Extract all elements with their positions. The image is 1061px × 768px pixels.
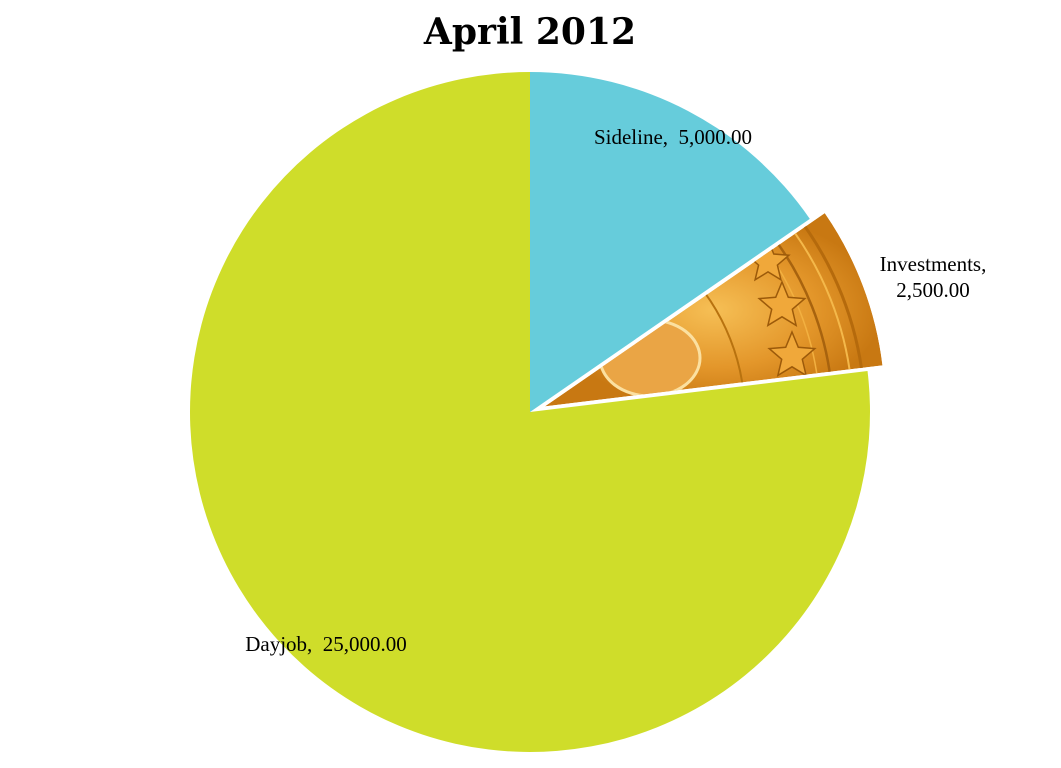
pie-slice-sideline <box>530 72 810 412</box>
data-label-sideline: Sideline, 5,000.00 <box>594 125 752 149</box>
data-label-dayjob: Dayjob, 25,000.00 <box>245 632 407 656</box>
pie-slices <box>190 72 883 753</box>
data-label-investments: Investments, 2,500.00 <box>880 252 987 302</box>
pie-slice-dayjob <box>190 72 870 753</box>
data-labels: Sideline, 5,000.00 Investments, 2,500.00 Da… <box>245 125 986 656</box>
chart-title: April 2012 <box>423 11 636 53</box>
